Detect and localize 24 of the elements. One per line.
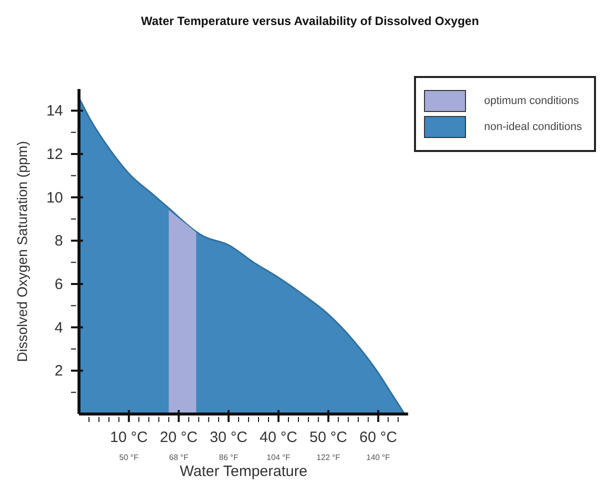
legend-label: non-ideal conditions xyxy=(484,121,583,133)
legend-label: optimum conditions xyxy=(484,95,580,107)
x-tick-label: 20 °C xyxy=(160,429,198,446)
y-tick-label: 10 xyxy=(46,189,63,206)
y-tick-label: 12 xyxy=(46,146,63,163)
y-tick-label: 14 xyxy=(46,102,63,120)
x2-tick-label: 50 °F xyxy=(119,453,139,462)
chart-title: Water Temperature versus Availability of Dissolved Oxygen xyxy=(140,14,480,30)
x-tick-label: 10 °C xyxy=(110,429,148,446)
x2-tick-label: 86 °F xyxy=(219,453,238,462)
y-tick-label: 6 xyxy=(54,276,63,293)
x2-tick-label: 104 °F xyxy=(266,453,290,462)
y-axis-title: Dissolved Oxygen Saturation (ppm) xyxy=(14,141,30,362)
y-tick-label: 2 xyxy=(54,362,63,380)
x2-tick-label: 140 °F xyxy=(366,453,390,462)
x-tick-label: 40 °C xyxy=(260,429,298,446)
x-tick-label: 60 °C xyxy=(359,429,398,446)
x-tick-label: 50 °C xyxy=(310,429,348,446)
x-axis-title: Water Temperature xyxy=(180,463,308,480)
x-tick-label: 30 °C xyxy=(210,429,248,446)
y-tick-label: 8 xyxy=(54,232,63,250)
x2-tick-label: 68 °F xyxy=(169,453,188,462)
x2-tick-label: 122 °F xyxy=(316,453,340,462)
y-tick-label: 4 xyxy=(54,319,63,336)
